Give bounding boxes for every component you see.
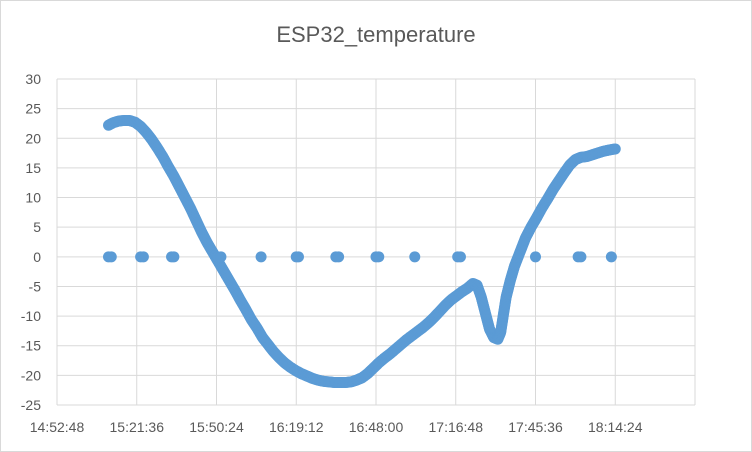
axis-labels: -25 -20 -15 -10 -5 0 5 10 15 20 25 30 14:52:48 15:21:… bbox=[21, 71, 643, 435]
x-tick-label: 15:50:24 bbox=[189, 419, 244, 435]
chart-title: ESP32_temperature bbox=[276, 22, 476, 47]
data-point bbox=[454, 251, 466, 263]
y-tick-label: 30 bbox=[25, 71, 41, 87]
y-tick-label: 15 bbox=[25, 160, 41, 176]
data-point bbox=[292, 251, 304, 263]
data-point bbox=[333, 251, 345, 263]
data-point bbox=[605, 251, 617, 263]
y-tick-label: -10 bbox=[21, 308, 41, 324]
data-point bbox=[168, 251, 180, 263]
data-point bbox=[137, 251, 149, 263]
data-point bbox=[609, 143, 621, 155]
data-point bbox=[215, 251, 227, 263]
x-tick-label: 17:16:48 bbox=[429, 419, 484, 435]
y-tick-label: 25 bbox=[25, 101, 41, 117]
y-tick-label: -25 bbox=[21, 397, 41, 413]
x-tick-label: 15:21:36 bbox=[110, 419, 165, 435]
data-point bbox=[373, 251, 385, 263]
y-tick-label: -20 bbox=[21, 367, 41, 383]
y-tick-label: -15 bbox=[21, 338, 41, 354]
y-tick-label: 10 bbox=[25, 190, 41, 206]
y-tick-label: 0 bbox=[33, 249, 41, 265]
x-tick-label: 17:45:36 bbox=[508, 419, 563, 435]
data-point bbox=[530, 251, 541, 263]
x-tick-label: 18:14:24 bbox=[588, 419, 643, 435]
data-points bbox=[103, 114, 621, 388]
x-tick-label: 16:19:12 bbox=[269, 419, 324, 435]
data-point bbox=[105, 251, 117, 263]
gridlines bbox=[56, 78, 696, 406]
data-point bbox=[575, 251, 587, 263]
x-tick-label: 16:48:00 bbox=[349, 419, 404, 435]
data-point bbox=[409, 251, 421, 263]
y-tick-label: -5 bbox=[29, 278, 42, 294]
y-tick-label: 20 bbox=[25, 130, 41, 146]
data-point bbox=[255, 251, 267, 263]
x-tick-label: 14:52:48 bbox=[30, 419, 85, 435]
y-tick-label: 5 bbox=[33, 219, 41, 235]
